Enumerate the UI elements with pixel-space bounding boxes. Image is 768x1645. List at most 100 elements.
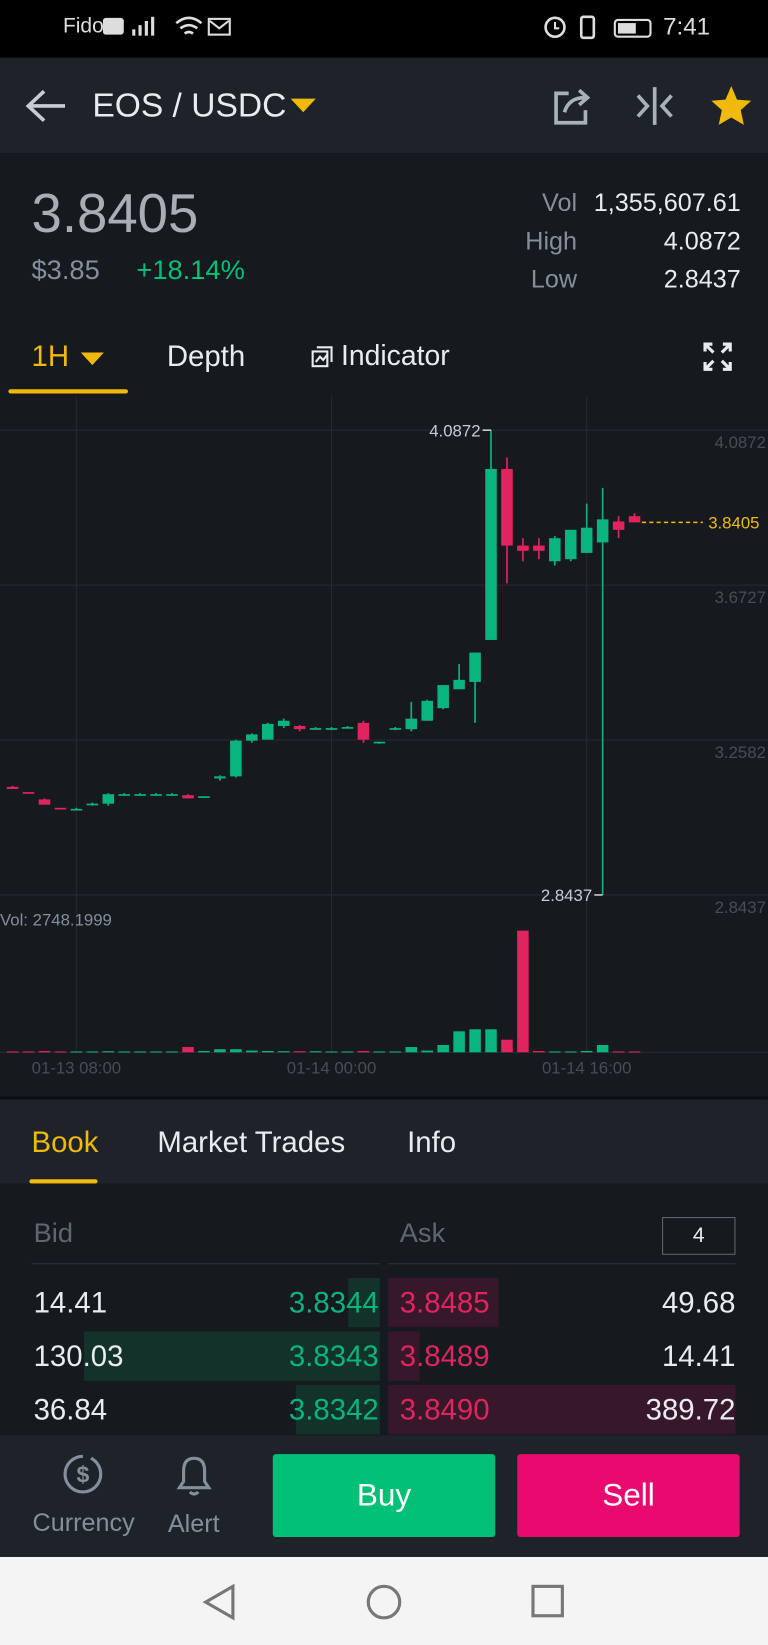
- volume-bar: [612, 1051, 625, 1053]
- candle-body: [533, 545, 545, 551]
- tab-underline: [8, 389, 128, 394]
- y-tick-label: 3.6727: [715, 588, 766, 607]
- y-tick-label: 3.2582: [715, 743, 766, 762]
- candle-body: [628, 516, 641, 523]
- share-button[interactable]: [552, 85, 594, 127]
- volume-bar: [22, 1051, 35, 1053]
- volume-bar: [325, 1051, 338, 1053]
- candle-body: [261, 723, 274, 740]
- candle-body: [549, 538, 561, 562]
- ask-depth: [388, 1331, 420, 1381]
- sell-button[interactable]: Sell: [517, 1454, 740, 1538]
- candle-body: [612, 521, 625, 530]
- volume-bar: [118, 1051, 130, 1053]
- info-tab[interactable]: Info: [407, 1125, 457, 1159]
- candle-body: [453, 679, 465, 690]
- candle-body: [198, 796, 210, 798]
- carrier: Fido: [62, 14, 104, 38]
- favorite-button[interactable]: [709, 84, 753, 128]
- volume-bar: [373, 1051, 386, 1053]
- x-tick-label: 01-14 00:00: [287, 1058, 377, 1077]
- svg-text:$: $: [76, 1461, 89, 1487]
- volume-bar: [54, 1051, 67, 1053]
- volume-bar: [246, 1050, 258, 1053]
- candle-body: [469, 652, 481, 682]
- alert-icon[interactable]: [171, 1452, 217, 1498]
- bid-depth: [348, 1277, 380, 1328]
- candle-body: [325, 728, 338, 730]
- bid-amount: 36.84: [33, 1393, 108, 1426]
- bid-price[interactable]: 3.8342: [288, 1393, 379, 1426]
- bid-price[interactable]: 3.8344: [288, 1286, 379, 1319]
- candle-body: [501, 468, 513, 546]
- stat-label: Low: [530, 265, 578, 294]
- volume-bar: [357, 1050, 370, 1053]
- interval-tab[interactable]: 1H: [31, 339, 70, 373]
- book-tab[interactable]: Book: [31, 1125, 99, 1159]
- stat-labels: Vol High Low: [525, 185, 577, 300]
- currency-icon[interactable]: $: [61, 1452, 105, 1496]
- indicator-tab[interactable]: Indicator: [340, 339, 450, 372]
- bid-price[interactable]: 3.8343: [288, 1339, 379, 1373]
- pair-title[interactable]: EOS / USDC: [92, 86, 287, 124]
- volume-bar: [549, 1051, 561, 1053]
- candle-body: [102, 794, 115, 804]
- separator: [388, 1263, 736, 1265]
- candle-body: [389, 728, 402, 730]
- volume-bar: [134, 1051, 146, 1053]
- ask-price[interactable]: 3.8490: [399, 1393, 490, 1426]
- indicator-icon: [311, 346, 333, 368]
- precision-select[interactable]: 4: [662, 1217, 736, 1255]
- ask-depth: [388, 1384, 736, 1435]
- volume-bar: [533, 1050, 545, 1053]
- candle-body: [293, 726, 306, 730]
- volume-bar: [628, 1051, 641, 1053]
- status-bar: Fido 7:41: [0, 0, 768, 58]
- candle-body: [6, 786, 19, 789]
- currency-label[interactable]: Currency: [32, 1508, 135, 1538]
- last-price: 3.8405: [31, 183, 199, 245]
- high-marker: 4.0872: [429, 421, 480, 440]
- fullscreen-button[interactable]: [703, 342, 732, 371]
- header: EOS / USDC: [0, 57, 768, 154]
- candle-body: [38, 799, 51, 805]
- volume-bar: [102, 1051, 115, 1053]
- candle-body: [277, 720, 290, 727]
- volume-bar: [469, 1029, 481, 1053]
- pair-dropdown[interactable]: [290, 98, 317, 115]
- candle-body: [564, 529, 577, 560]
- candle-body: [118, 794, 130, 796]
- ask-amount: 389.72: [645, 1393, 736, 1426]
- candle-body: [54, 807, 67, 810]
- tab-underline: [29, 1179, 98, 1184]
- volume-bar: [6, 1051, 19, 1053]
- trades-tab[interactable]: Market Trades: [157, 1125, 346, 1159]
- volume-bar: [293, 1051, 306, 1053]
- ask-price[interactable]: 3.8485: [399, 1286, 490, 1319]
- ask-header: Ask: [399, 1217, 446, 1249]
- buy-button[interactable]: Buy: [272, 1454, 496, 1538]
- candle-body: [246, 734, 258, 741]
- stat-values: 1,355,607.61 4.0872 2.8437: [594, 185, 741, 300]
- compare-button[interactable]: [634, 85, 676, 127]
- last-price-label: 3.8405: [708, 514, 759, 533]
- candle-body: [182, 795, 194, 799]
- volume-bar: [150, 1051, 162, 1053]
- bid-depth: [83, 1331, 380, 1381]
- candle-body: [134, 794, 146, 796]
- bid-depth: [295, 1384, 380, 1435]
- volume-bar: [580, 1050, 593, 1053]
- alert-label[interactable]: Alert: [167, 1509, 220, 1539]
- nav-buttons: [202, 1583, 564, 1621]
- candle-body: [309, 728, 322, 730]
- ask-amount: 49.68: [661, 1286, 736, 1319]
- ask-price[interactable]: 3.8489: [399, 1339, 490, 1373]
- fiat-price: $3.85: [31, 253, 100, 286]
- candle-body: [405, 718, 418, 730]
- stat-value: 4.0872: [663, 227, 741, 256]
- back-button[interactable]: [23, 87, 69, 125]
- interval-dropdown[interactable]: [80, 351, 105, 366]
- separator: [31, 1263, 380, 1265]
- depth-tab[interactable]: Depth: [166, 339, 246, 373]
